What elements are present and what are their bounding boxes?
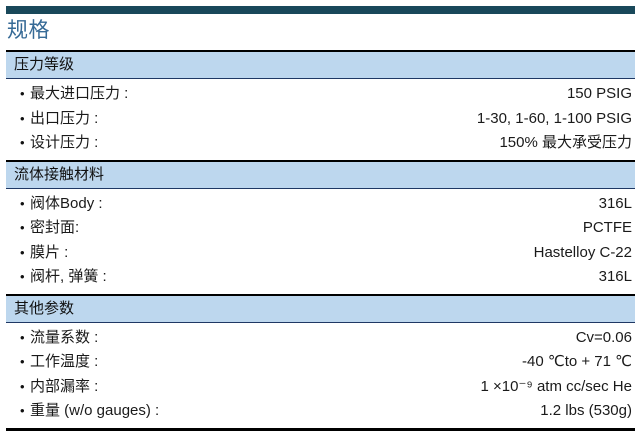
spec-value: 316L — [598, 268, 632, 285]
spec-value: 1 ×10⁻⁹ atm cc/sec He — [480, 377, 633, 395]
spec-label: 出口压力 : — [30, 109, 99, 127]
section-rows: • 流量系数 : Cv=0.06 • 工作温度 : -40 ℃to + 71 ℃… — [6, 323, 635, 428]
section-pressure-rating: 压力等级 • 最大进口压力 : 150 PSIG • 出口压力 : 1-30, … — [6, 50, 635, 160]
spec-label: 重量 (w/o gauges) : — [30, 402, 160, 419]
bullet-icon: • — [20, 195, 25, 211]
section-header: 其他参数 — [6, 293, 635, 323]
spec-label: 最大进口压力 : — [30, 85, 129, 102]
bullet-icon: • — [20, 135, 25, 150]
spec-label: 流量系数 : — [30, 328, 99, 346]
spec-label: 内部漏率 : — [30, 377, 99, 395]
section-header: 压力等级 — [6, 50, 635, 79]
spec-row: • 流量系数 : Cv=0.06 — [6, 326, 635, 351]
bullet-icon: • — [20, 269, 25, 284]
spec-row: • 密封面: PCTFE — [6, 216, 635, 241]
spec-row: • 内部漏率 : 1 ×10⁻⁹ atm cc/sec He — [6, 375, 635, 400]
spec-label: 膜片 : — [30, 243, 69, 261]
page-title: 规格 — [7, 19, 50, 42]
spec-label: 密封面: — [30, 219, 80, 236]
bullet-icon: • — [20, 378, 25, 394]
spec-row: • 设计压力 : 150% 最大承受压力 — [6, 131, 635, 156]
spec-value: Cv=0.06 — [575, 328, 632, 346]
spec-label: 设计压力 : — [30, 134, 99, 151]
spec-value: Hastelloy C-22 — [533, 243, 632, 261]
section-wetted-materials: 流体接触材料 • 阀体Body : 316L • 密封面: PCTFE • 膜片… — [6, 159, 635, 294]
section-rows: • 最大进口压力 : 150 PSIG • 出口压力 : 1-30, 1-60,… — [6, 79, 635, 160]
bullet-icon: • — [20, 244, 25, 260]
bullet-icon: • — [20, 354, 25, 369]
section-rows: • 阀体Body : 316L • 密封面: PCTFE • 膜片 : Hast… — [6, 189, 635, 294]
spec-row: • 工作温度 : -40 ℃to + 71 ℃ — [6, 350, 635, 375]
top-accent-bar — [6, 6, 635, 14]
spec-value: 1-30, 1-60, 1-100 PSIG — [476, 109, 632, 127]
spec-row: • 出口压力 : 1-30, 1-60, 1-100 PSIG — [6, 107, 635, 132]
spec-row: • 重量 (w/o gauges) : 1.2 lbs (530g) — [6, 399, 635, 424]
spec-value: 150% 最大承受压力 — [499, 134, 632, 151]
spec-row: • 最大进口压力 : 150 PSIG — [6, 82, 635, 107]
spec-table: 压力等级 • 最大进口压力 : 150 PSIG • 出口压力 : 1-30, … — [6, 50, 635, 431]
section-header: 流体接触材料 — [6, 159, 635, 189]
bullet-icon: • — [20, 403, 25, 418]
bullet-icon: • — [20, 86, 25, 101]
spec-value: -40 ℃to + 71 ℃ — [522, 353, 632, 370]
spec-row: • 阀杆, 弹簧 : 316L — [6, 265, 635, 290]
section-other-parameters: 其他参数 • 流量系数 : Cv=0.06 • 工作温度 : -40 ℃to +… — [6, 293, 635, 428]
bullet-icon: • — [20, 329, 25, 345]
spec-value: 316L — [598, 194, 632, 212]
spec-row: • 阀体Body : 316L — [6, 192, 635, 217]
bullet-icon: • — [20, 110, 25, 126]
spec-label: 工作温度 : — [30, 353, 99, 370]
bullet-icon: • — [20, 220, 25, 235]
spec-row: • 膜片 : Hastelloy C-22 — [6, 241, 635, 266]
spec-label: 阀杆, 弹簧 : — [30, 268, 107, 285]
spec-label: 阀体Body : — [30, 194, 103, 212]
spec-value: 1.2 lbs (530g) — [540, 402, 632, 419]
spec-value: PCTFE — [582, 219, 632, 236]
spec-value: 150 PSIG — [566, 85, 632, 102]
